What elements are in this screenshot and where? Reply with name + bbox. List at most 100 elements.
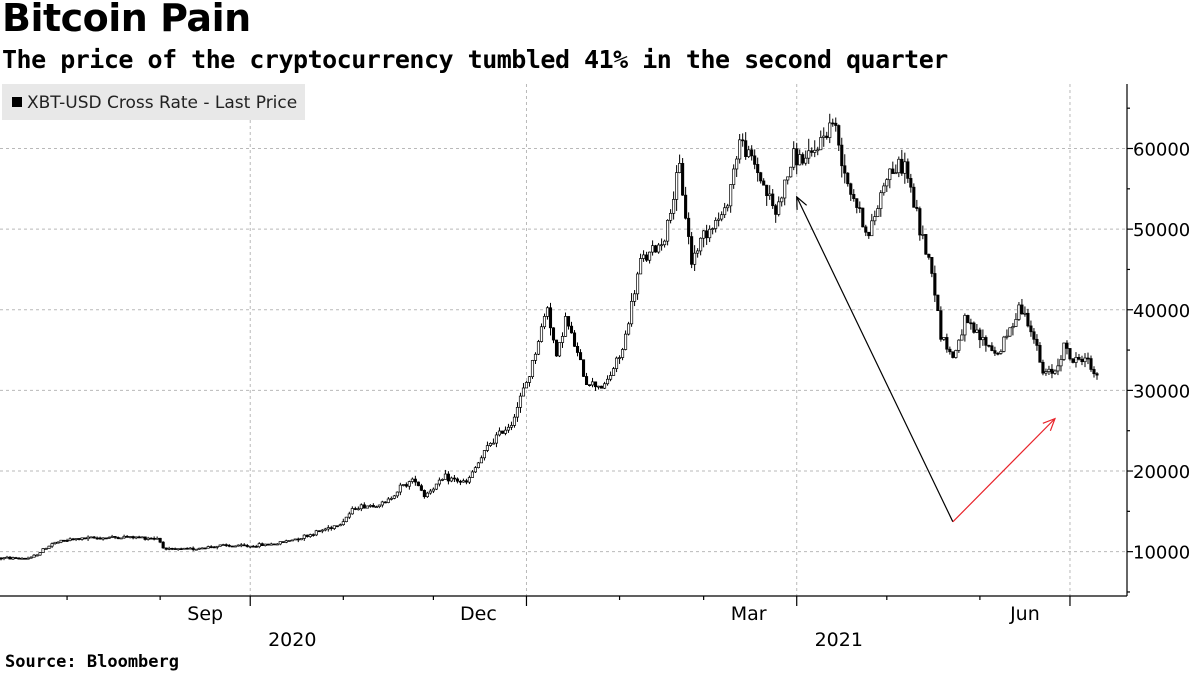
price-bar-body (212, 546, 216, 549)
price-bar-body (984, 337, 988, 346)
price-bar-body (47, 545, 51, 549)
price-bar-body (714, 220, 718, 229)
price-bar-body (245, 545, 249, 547)
y-axis: 10000 20000 30000 40000 50000 60000 (1126, 84, 1190, 596)
price-bar-body (152, 537, 156, 540)
price-bar-body (777, 201, 781, 215)
price-bar-body (251, 545, 255, 548)
price-bar-body (506, 426, 511, 431)
price-bar-body (8, 556, 12, 560)
price-bar-body (660, 244, 664, 247)
price-bar-body (557, 342, 562, 357)
price-bar-body (482, 450, 486, 459)
price-bar-body (350, 508, 354, 515)
price-bar-body (92, 536, 96, 539)
price-bar-body (678, 163, 682, 173)
legend: XBT-USD Cross Rate - Last Price (2, 84, 305, 120)
price-bar-body (684, 194, 688, 219)
price-bar-body (1035, 338, 1039, 346)
price-bar-body (948, 348, 952, 353)
price-bar-body (672, 199, 676, 214)
price-bar-body (305, 534, 309, 537)
price-bar-body (128, 536, 132, 538)
price-bar-body (774, 205, 778, 215)
price-bar-body (62, 539, 66, 542)
price-bar-body (299, 538, 303, 541)
price-bar-body (431, 488, 435, 492)
price-bar-body (972, 322, 976, 333)
price-bar-body (269, 543, 273, 546)
legend-label: XBT-USD Cross Rate - Last Price (27, 93, 297, 113)
price-bar-body (1056, 365, 1060, 372)
price-bar-body (182, 547, 186, 550)
price-bar-body (539, 326, 544, 342)
price-bar-body (410, 478, 414, 482)
price-bar-body (879, 192, 883, 209)
price-bar-body (954, 350, 958, 358)
price-bar-body (362, 504, 366, 509)
price-bar-body (810, 150, 814, 153)
price-bar-body (627, 323, 631, 335)
price-bar-body (170, 547, 174, 550)
price-bar-body (939, 310, 943, 340)
price-bar-body (924, 234, 928, 255)
price-bar-body (702, 230, 706, 239)
price-bar-body (515, 406, 520, 418)
price-bar-body (666, 219, 670, 242)
price-bar-body (2, 557, 6, 559)
price-bar-body (353, 508, 357, 510)
price-bar-body (612, 368, 616, 376)
price-bar-body (1008, 327, 1012, 337)
price-bar-body (891, 168, 895, 174)
price-bar-body (332, 525, 336, 529)
price-bar-body (371, 505, 375, 508)
price-bar-body (756, 164, 760, 174)
price-bar-body (425, 492, 429, 498)
price-bar-body (167, 547, 171, 550)
price-bar-body (858, 207, 862, 209)
price-bar-body (849, 183, 853, 195)
price-bar-body (335, 525, 339, 528)
annotation-arrow-red-line (952, 418, 1056, 523)
price-bar-body (789, 166, 793, 178)
price-bar-body (341, 521, 345, 526)
price-bar-body (395, 491, 399, 497)
price-bar-body (993, 350, 997, 354)
price-bar-body (1002, 336, 1006, 352)
price-bar-body (909, 178, 913, 188)
price-bar-body (648, 251, 652, 261)
price-bar-body (639, 258, 643, 275)
price-bar-body (819, 137, 823, 151)
price-bar-body (569, 325, 574, 334)
price-bar-body (593, 381, 598, 388)
price-bar-body (116, 537, 120, 539)
price-bar-body (1071, 358, 1075, 363)
price-bar-body (89, 536, 93, 539)
x-tick-label-jun: Jun (1009, 603, 1040, 625)
price-bar-body (50, 543, 54, 547)
price-bar-body (960, 334, 964, 341)
price-bar-body (86, 536, 90, 540)
price-bar-body (906, 161, 910, 179)
price-bar-body (711, 228, 715, 230)
price-bar-body (846, 172, 850, 185)
price-bar-body (488, 443, 492, 446)
price-bar-body (852, 194, 856, 199)
price-bar-body (1083, 357, 1087, 363)
price-bar-body (681, 163, 685, 196)
price-bar-body (26, 557, 30, 560)
price-bar-body (587, 384, 592, 387)
price-bar-body (1068, 348, 1072, 360)
price-bar-body (750, 149, 754, 157)
price-bar-body (768, 193, 772, 197)
price-bar-body (762, 180, 766, 186)
price-bar-body (1077, 357, 1081, 360)
price-bar-body (822, 135, 826, 138)
price-bar-body (843, 165, 847, 174)
price-bar-body (717, 218, 721, 221)
price-bar-body (894, 172, 898, 175)
price-bar-body (323, 528, 327, 531)
price-bar-body (915, 206, 919, 209)
price-bar-body (500, 430, 505, 434)
price-bar-body (380, 501, 384, 506)
